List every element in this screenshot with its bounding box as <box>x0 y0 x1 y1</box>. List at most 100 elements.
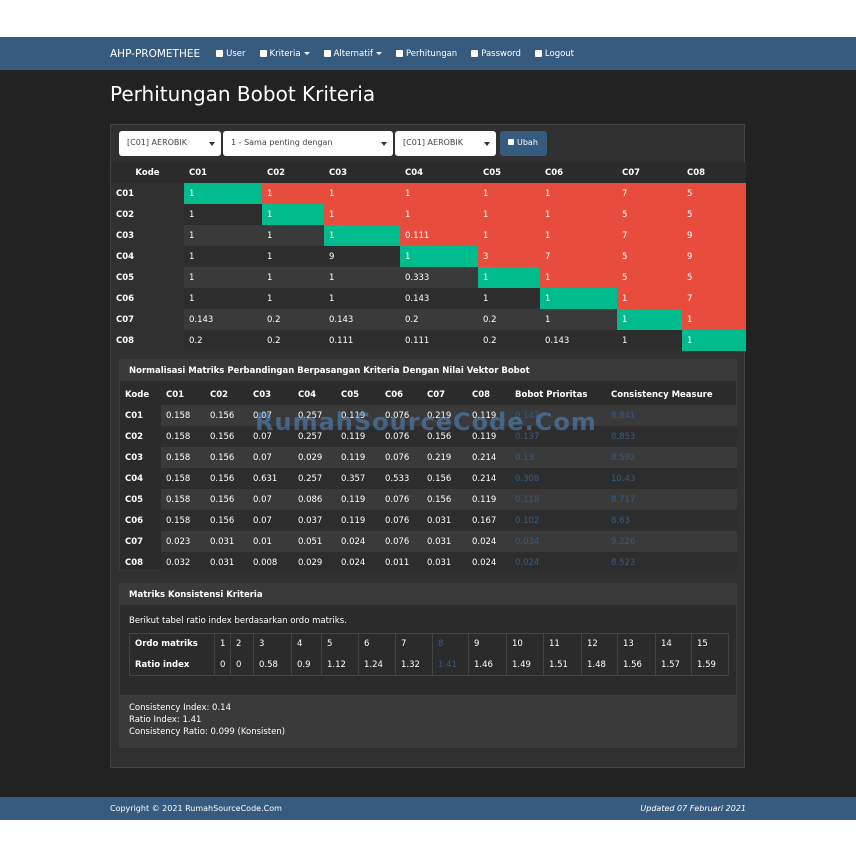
normalized-cell: 0.119 <box>336 510 380 531</box>
nav-item[interactable]: Alternatif <box>323 48 382 59</box>
matrix-cell: 1 <box>478 225 540 246</box>
normalized-cell: 0.01 <box>248 531 293 552</box>
matrix-cell: 9 <box>324 246 400 267</box>
header-cell: C03 <box>329 167 348 178</box>
nav-label: Alternatif <box>333 48 373 59</box>
normalized-cell: 0.219 <box>422 405 467 426</box>
matrix-cell: 1 <box>324 288 400 309</box>
ratio-row: Ratio index 0 0 0.58 0.9 1.12 1.24 1.32 1.41 1.46… <box>130 654 729 676</box>
consistency-measure: 10.43 <box>606 468 737 489</box>
nav-item[interactable]: User <box>216 49 246 59</box>
row-code: C04 <box>116 251 135 262</box>
matrix-cell: 1 <box>324 267 400 288</box>
icon <box>534 50 542 57</box>
matrix-cell: 1 <box>400 246 478 267</box>
matrix-cell: 0.143 <box>184 309 262 330</box>
nav-label: Logout <box>544 48 575 59</box>
button-ubah[interactable]: Ubah <box>500 131 547 156</box>
ratio-cell: 5 <box>321 633 359 655</box>
header-cell: C06 <box>545 167 564 178</box>
row-code: C05 <box>116 272 135 283</box>
intro-text: Berikut tabel ratio index berdasarkan or… <box>129 616 347 626</box>
nav-item[interactable]: Perhitungan <box>395 49 457 59</box>
normalized-cell: 0.533 <box>380 468 422 489</box>
normalized-cell: 0.156 <box>205 447 248 468</box>
matrix-cell: 5 <box>617 246 682 267</box>
select-kriteria2[interactable]: [C01] AEROBIK <box>395 131 496 156</box>
priority-weight: 0.102 <box>510 510 606 531</box>
brand[interactable]: AHP-PROMETHEE <box>110 47 201 60</box>
normalized-cell: 0.156 <box>422 426 467 447</box>
normalized-cell: 0.158 <box>161 468 205 489</box>
header-cell: C06 <box>385 389 404 400</box>
consistency-result: Consistency Index: 0.14 Ratio Index: 1.4… <box>120 695 736 747</box>
matrix-row: C07 0.143 0.2 0.143 0.2 0.2 1 1 1 <box>111 309 746 330</box>
priority-weight: 0.147 <box>510 405 606 426</box>
nav-item[interactable]: Logout <box>534 48 575 59</box>
consistency-measure: 8.592 <box>606 447 737 468</box>
normalized-cell: 0.119 <box>467 489 510 510</box>
header-cell: C04 <box>405 167 424 178</box>
nav-item[interactable]: Password <box>471 49 521 59</box>
select-nilai[interactable]: 1 - Sama penting dengan <box>223 131 393 156</box>
priority-weight: 0.13 <box>510 447 606 468</box>
normalized-cell: 0.214 <box>467 468 510 489</box>
normalized-cell: 0.07 <box>248 447 293 468</box>
matrix-cell: 1 <box>682 330 746 351</box>
row-code: C06 <box>116 293 135 304</box>
matrix-cell: 1 <box>617 309 682 330</box>
matrix-cell: 7 <box>617 183 682 204</box>
ratio-cell: 2 <box>230 633 254 655</box>
matrix-cell: 0.143 <box>324 309 400 330</box>
header-cell: C05 <box>341 389 360 400</box>
normalized-cell: 0.156 <box>205 468 248 489</box>
nav-items: User Kriteria Alternatif Perhitungan Passwor… <box>216 49 588 59</box>
normalized-cell: 0.076 <box>380 489 422 510</box>
icon <box>508 139 514 145</box>
normalization-row: C03 0.158 0.156 0.07 0.029 0.119 0.076 0.219 0.2… <box>120 447 737 468</box>
matrix-cell: 1 <box>324 204 400 225</box>
normalized-cell: 0.031 <box>422 552 467 573</box>
normalized-cell: 0.031 <box>422 510 467 531</box>
ci-text: Consistency Index: 0.14 <box>129 703 231 713</box>
ratio-cell: 1.57 <box>655 654 692 676</box>
matrix-cell: 0.143 <box>540 330 617 351</box>
matrix-cell: 1 <box>262 225 324 246</box>
header-cell: C02 <box>267 167 286 178</box>
matrix-cell: 1 <box>324 183 400 204</box>
ratio-cell: 4 <box>291 633 322 655</box>
caret <box>303 52 310 55</box>
ratio-cell: 1.41 <box>432 654 469 676</box>
matrix-cell: 1 <box>540 288 617 309</box>
consistency-measure: 8.523 <box>606 552 737 573</box>
header-cell: Bobot Prioritas <box>515 389 588 400</box>
ratio-cell: 0.9 <box>291 654 322 676</box>
ratio-cell: 12 <box>581 633 618 655</box>
matrix-cell: 1 <box>617 288 682 309</box>
normalized-cell: 0.357 <box>336 468 380 489</box>
ratio-cell: 8 <box>432 633 469 655</box>
matrix-cell: 1 <box>682 309 746 330</box>
matrix-row: C04 1 1 9 1 3 7 5 9 <box>111 246 746 267</box>
matrix-cell: 1 <box>478 204 540 225</box>
normalized-cell: 0.011 <box>380 552 422 573</box>
nav-label: Password <box>481 48 521 59</box>
normalization-row: C06 0.158 0.156 0.07 0.037 0.119 0.076 0.031 0.1… <box>120 510 737 531</box>
row-label: Ordo matriks <box>135 639 198 650</box>
header-cell: C04 <box>298 389 317 400</box>
consistency-measure: 8.63 <box>606 510 737 531</box>
matrix-cell: 7 <box>617 225 682 246</box>
matrix-cell: 1 <box>400 204 478 225</box>
matrix-cell: 0.111 <box>400 330 478 351</box>
matrix-cell: 7 <box>540 246 617 267</box>
ratio-cell: 1.56 <box>617 654 656 676</box>
normalized-cell: 0.631 <box>248 468 293 489</box>
nav-item[interactable]: Kriteria <box>259 49 310 59</box>
icon <box>395 50 403 57</box>
row-code: C01 <box>125 410 144 421</box>
normalization-table: Kode C01 C02 C03 C04 C05 C06 C07 C08 Bobot Priori… <box>120 384 737 573</box>
normalized-cell: 0.086 <box>293 489 336 510</box>
select-kriteria1[interactable]: [C01] AEROBIK <box>119 131 221 156</box>
ratio-cell: 1.51 <box>543 654 582 676</box>
matrix-cell: 1 <box>617 330 682 351</box>
